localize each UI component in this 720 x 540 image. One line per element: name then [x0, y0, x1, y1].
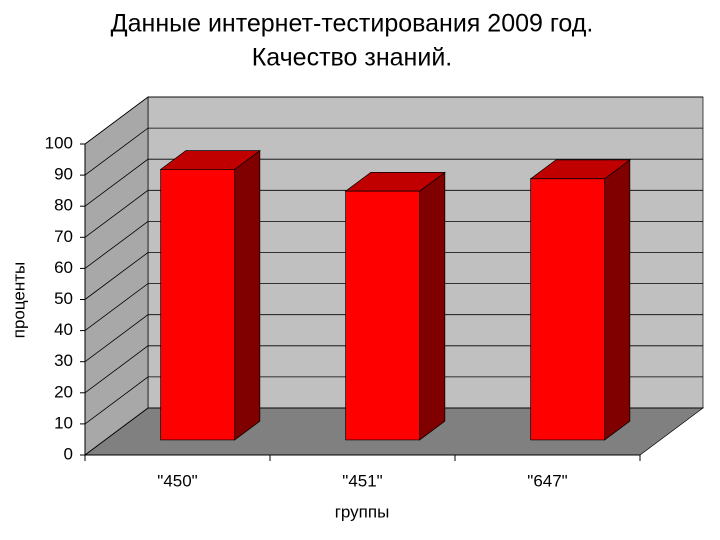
grid-line — [84, 252, 703, 300]
chart-subtitle: Качество знаний. — [252, 44, 453, 72]
bar — [345, 190, 421, 441]
x-tick-label: "647" — [527, 471, 567, 490]
y-tick-label: 100 — [45, 133, 73, 152]
grid-line — [84, 220, 703, 269]
y-tick-label: 10 — [54, 413, 73, 432]
x-tick-label: "451" — [342, 471, 382, 490]
y-tick-label: 50 — [54, 289, 73, 308]
grid-line — [84, 283, 703, 331]
y-tick-label: 90 — [54, 165, 73, 184]
grid-line — [84, 189, 703, 238]
bar — [530, 178, 606, 441]
y-tick-label: 40 — [54, 320, 73, 339]
y-tick-label: 80 — [54, 196, 73, 215]
bar-side — [234, 149, 261, 441]
grid-line — [84, 345, 703, 394]
bar-side — [604, 159, 631, 441]
grid-line — [84, 376, 703, 425]
y-tick-label: 30 — [54, 351, 73, 370]
y-tick-label: 60 — [54, 258, 73, 277]
y-axis-label: проценты — [9, 262, 28, 339]
grid-line — [84, 158, 703, 207]
bar-side — [419, 171, 446, 441]
grid-line — [84, 127, 703, 176]
bar — [160, 169, 236, 441]
grid-line — [84, 407, 703, 456]
y-tick-label: 0 — [64, 444, 73, 463]
x-tick-label: "450" — [157, 471, 197, 490]
y-tick-label: 70 — [54, 227, 73, 246]
chart-title: Данные интернет-тестирования 2009 год. — [111, 10, 594, 38]
x-axis-label: группы — [335, 502, 390, 521]
grid-line — [84, 96, 703, 145]
y-tick-label: 20 — [54, 382, 73, 401]
grid-line — [84, 314, 703, 363]
